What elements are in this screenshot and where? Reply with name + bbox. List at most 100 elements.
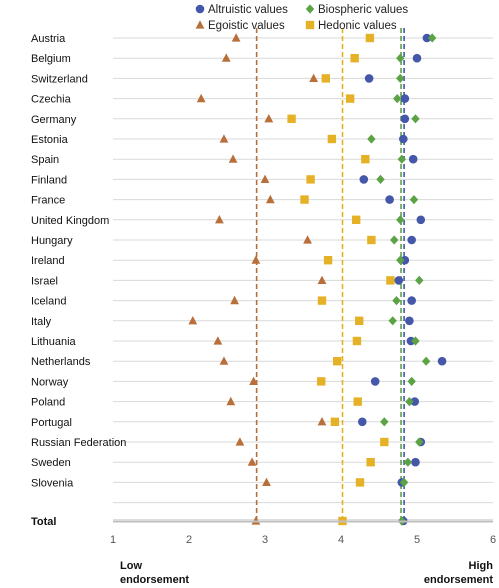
total-label: Total [31, 516, 56, 528]
country-label: Ireland [31, 255, 65, 267]
egoistic-values-point [317, 275, 327, 284]
x-tick-label: 4 [338, 534, 344, 546]
biospheric-values-legend-label: Biospheric values [318, 4, 408, 16]
egoistic-values-point [260, 174, 270, 183]
altruistic-values-point [408, 154, 418, 164]
egoistic-values-point [264, 114, 274, 123]
altruistic-values-point [400, 255, 410, 265]
data-points [188, 33, 447, 526]
biospheric-values-point [392, 296, 401, 306]
egoistic-values-point [215, 215, 224, 224]
hedonic-values-point [350, 54, 359, 63]
legend: Altruistic values Biospheric values Egoist… [195, 4, 408, 32]
hedonic-values-point [353, 397, 362, 406]
country-label: Portugal [31, 417, 72, 429]
altruistic-values-point [399, 134, 408, 144]
biospheric-values-point [415, 275, 424, 285]
hedonic-values-point [361, 155, 370, 164]
hedonic-values-legend-marker [305, 20, 315, 30]
biospheric-values-point [396, 215, 405, 225]
altruistic-values-point [394, 276, 404, 285]
biospheric-values-point [399, 477, 409, 487]
altruistic-values-point [411, 457, 420, 467]
egoistic-values-point [309, 73, 319, 82]
egoistic-values-point [317, 417, 327, 426]
egoistic-values-point [247, 457, 257, 466]
country-label: Estonia [31, 134, 69, 146]
x-tick-label: 5 [414, 534, 420, 546]
egoistic-values-point [249, 376, 258, 385]
egoistic-values-point [213, 336, 223, 345]
egoistic-values-point [196, 93, 206, 103]
biospheric-values-point [396, 53, 405, 63]
altruistic-values-point [407, 235, 416, 245]
biospheric-values-point [421, 356, 431, 366]
mean-lines [255, 28, 405, 521]
altruistic-values-point [416, 215, 426, 225]
country-label: France [31, 195, 65, 207]
altruistic-values-point [412, 53, 422, 63]
hedonic-values-point [352, 215, 361, 224]
egoistic-values-total-point [251, 516, 261, 525]
biospheric-values-point [415, 437, 424, 447]
x-tick-label: 1 [110, 534, 116, 546]
biospheric-values-point [376, 174, 385, 184]
country-label: Hungary [31, 235, 73, 247]
country-label: Iceland [31, 296, 66, 308]
altruistic-values-point [410, 397, 420, 406]
biospheric-values-point [403, 457, 413, 467]
country-label: Norway [31, 376, 69, 388]
hedonic-values-point [317, 296, 327, 305]
x-tick-label: 2 [186, 534, 192, 546]
hedonic-values-point [380, 437, 389, 447]
hedonic-values-point [366, 458, 375, 467]
biospheric-values-point [393, 94, 402, 104]
egoistic-values-point [265, 194, 275, 204]
altruistic-values-point [405, 316, 414, 326]
hedonic-values-point [323, 256, 333, 265]
biospheric-values-point [407, 376, 416, 386]
altruistic-values-point [364, 74, 374, 83]
hedonic-values-point [367, 235, 376, 245]
country-labels: Austria Belgium Switzerland Czechia Germany E… [31, 33, 126, 528]
altruistic-values-point [407, 296, 416, 305]
altruistic-values-point [359, 175, 369, 184]
country-label: Lithuania [31, 336, 77, 348]
hedonic-values-point [317, 377, 326, 386]
biospheric-values-point [396, 73, 405, 83]
egoistic-values-point [226, 396, 236, 406]
biospheric-values-point [390, 235, 399, 245]
hedonic-values-point [355, 478, 365, 487]
hedonic-values-point [287, 114, 296, 123]
biospheric-values-point [409, 195, 419, 205]
biospheric-values-point [367, 134, 376, 144]
egoistic-values-point [188, 316, 198, 325]
grid-layer [113, 37, 493, 521]
hedonic-values-point [300, 195, 309, 204]
egoistic-values-point [251, 255, 261, 264]
egoistic-values-point [219, 134, 229, 143]
hedonic-values-legend-label: Hedonic values [318, 20, 397, 32]
hedonic-values-point [352, 336, 362, 346]
egoistic-values-point [235, 437, 245, 446]
biospheric-values-point [411, 336, 420, 346]
altruistic-values-point [357, 417, 367, 427]
x-axis: 1 2 3 4 5 6 [110, 520, 496, 546]
country-label: United Kingdom [31, 215, 109, 227]
hedonic-values-point [345, 94, 355, 103]
country-label: Poland [31, 397, 65, 409]
hedonic-values-point [306, 175, 315, 184]
egoistic-values-point [228, 154, 238, 163]
altruistic-values-point [400, 94, 410, 103]
country-label: Finland [31, 174, 67, 186]
biospheric-values-point [388, 316, 397, 326]
altruistic-values-point [385, 195, 394, 204]
x-tick-label: 3 [262, 534, 268, 546]
hedonic-values-point [355, 316, 364, 325]
biospheric-values-point [380, 417, 389, 427]
egoistic-values-legend-marker [195, 20, 205, 29]
country-label: Italy [31, 316, 52, 328]
country-label: Switzerland [31, 73, 88, 85]
country-label: Russian Federation [31, 437, 126, 449]
